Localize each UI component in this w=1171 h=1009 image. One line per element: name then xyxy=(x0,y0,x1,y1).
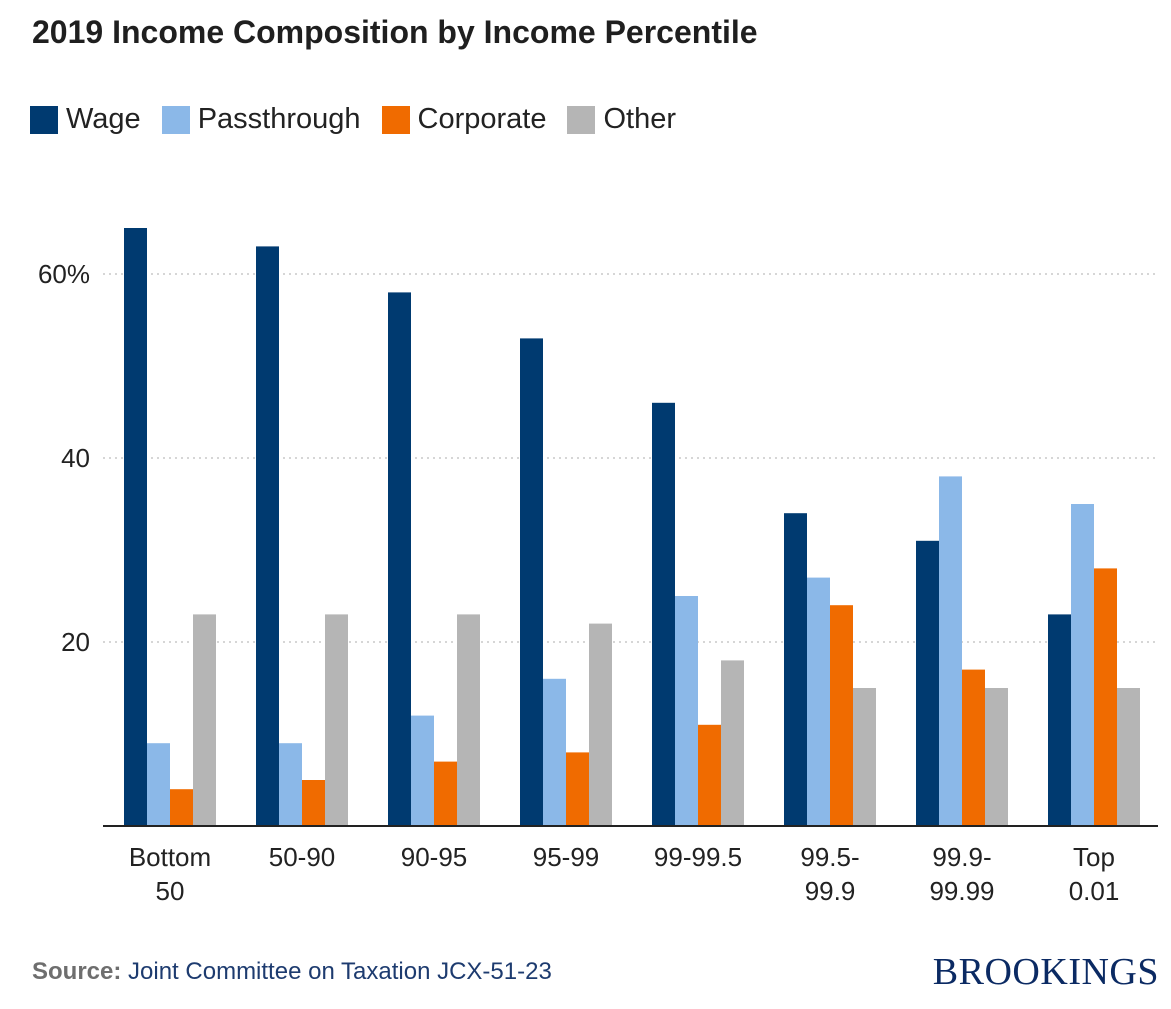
bar-wage xyxy=(652,402,675,826)
legend-item-passthrough: Passthrough xyxy=(161,103,361,136)
legend-label-passthrough: Passthrough xyxy=(197,103,361,135)
bar-wage xyxy=(520,338,543,826)
bar-passthrough xyxy=(807,577,830,826)
bar-passthrough xyxy=(675,596,698,826)
bar-chart: 20 40 60% Bottom 50 50-90 90-95 95-99 99-99.5 99.… xyxy=(38,228,1158,906)
source-text: Joint Committee on Taxation JCX-51-23 xyxy=(128,958,552,985)
bar-passthrough xyxy=(411,715,434,826)
bar-other xyxy=(721,660,744,826)
bar-other xyxy=(589,623,612,826)
y-tick-label: 40 xyxy=(61,443,90,473)
brookings-logo: BROOKINGS xyxy=(932,951,1159,993)
bar-corporate xyxy=(434,761,457,826)
y-tick-label: 20 xyxy=(61,627,90,657)
legend-item-other: Other xyxy=(567,103,676,136)
x-tick-label: 99.9- xyxy=(932,842,991,872)
bar-other xyxy=(853,688,876,826)
legend-swatch-corporate xyxy=(381,105,410,134)
bar-wage xyxy=(1048,614,1071,826)
legend: Wage Passthrough Corporate Other xyxy=(30,103,697,136)
bar-corporate xyxy=(1094,568,1117,826)
x-tick-label: 50 xyxy=(156,876,185,906)
bar-wage xyxy=(916,540,939,826)
bar-other xyxy=(325,614,348,826)
legend-swatch-passthrough xyxy=(161,105,190,134)
x-tick-label: Top xyxy=(1073,842,1115,872)
bar-passthrough xyxy=(147,743,170,826)
bar-other xyxy=(193,614,216,826)
bar-other xyxy=(457,614,480,826)
bar-passthrough xyxy=(939,476,962,826)
x-tick-label: 95-99 xyxy=(533,842,600,872)
y-tick-label: 60% xyxy=(38,259,90,289)
bar-corporate xyxy=(566,752,589,826)
bar-wage xyxy=(256,246,279,826)
x-tick-label: 99.5- xyxy=(800,842,859,872)
bar-wage xyxy=(388,292,411,826)
bar-corporate xyxy=(302,780,325,826)
legend-item-corporate: Corporate xyxy=(381,103,547,136)
legend-item-wage: Wage xyxy=(30,103,141,136)
bar-other xyxy=(1117,688,1140,826)
bar-wage xyxy=(124,228,147,826)
bar-corporate xyxy=(170,789,193,826)
bar-passthrough xyxy=(1071,504,1094,826)
bar-passthrough xyxy=(279,743,302,826)
legend-label-corporate: Corporate xyxy=(417,103,547,135)
legend-swatch-other xyxy=(567,105,596,134)
bar-corporate xyxy=(962,669,985,826)
x-tick-label: 99.99 xyxy=(929,876,994,906)
x-tick-label: 0.01 xyxy=(1069,876,1120,906)
legend-label-wage: Wage xyxy=(66,103,141,135)
bar-corporate xyxy=(830,605,853,826)
x-tick-label: 99-99.5 xyxy=(654,842,742,872)
x-tick-label: 50-90 xyxy=(269,842,336,872)
chart-title: 2019 Income Composition by Income Percen… xyxy=(32,14,758,50)
source-label: Source: xyxy=(32,958,122,985)
bar-passthrough xyxy=(543,678,566,826)
x-tick-label: Bottom xyxy=(129,842,211,872)
bar-other xyxy=(985,688,1008,826)
legend-swatch-wage xyxy=(30,105,58,134)
x-tick-label: 99.9 xyxy=(805,876,856,906)
x-tick-label: 90-95 xyxy=(401,842,468,872)
bar-corporate xyxy=(698,724,721,826)
source-note: Source: Joint Committee on Taxation JCX-… xyxy=(32,958,552,986)
bar-wage xyxy=(784,513,807,826)
legend-label-other: Other xyxy=(603,103,677,135)
